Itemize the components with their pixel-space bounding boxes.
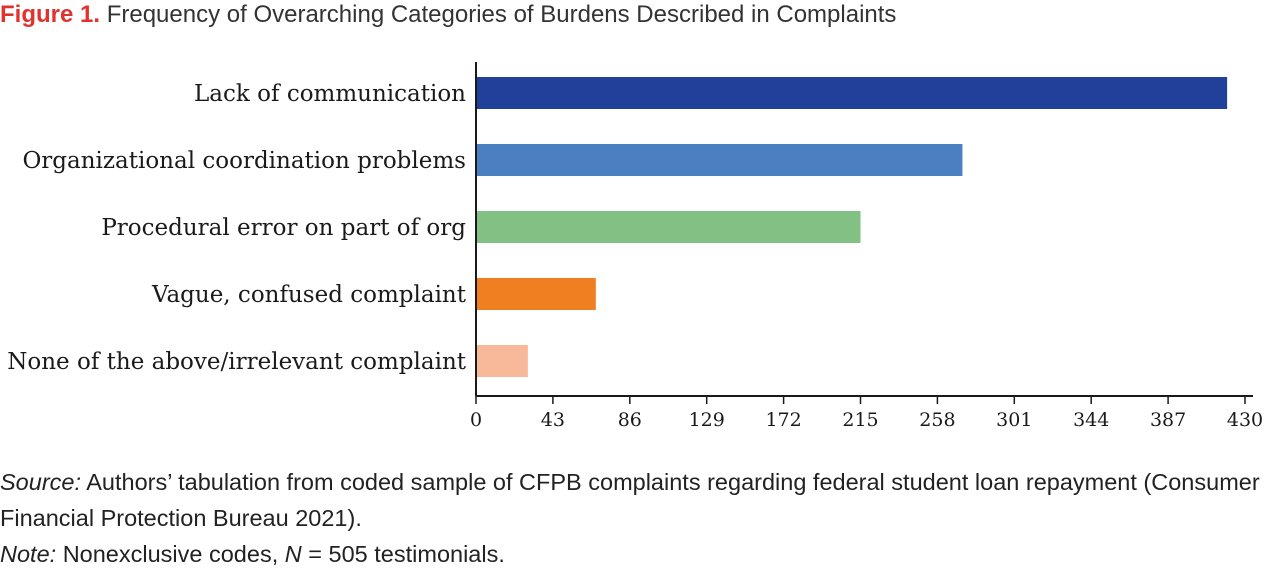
note-text-before: Nonexclusive codes, [56,541,285,567]
x-tick-label-0: 0 [470,409,482,431]
x-axis-ticks: 0 43 86 129 172 215 258 301 344 387 430 [470,396,1263,431]
category-label-4: None of the above/irrelevant complaint [7,349,466,375]
bar-1 [476,144,963,176]
figure-title: Figure 1. Frequency of Overarching Categ… [0,0,896,30]
category-labels: Lack of communication Organizational coor… [7,81,466,375]
note-label: Note: [0,541,57,567]
axes [475,62,1253,397]
bar-2 [476,211,861,243]
note: Note: Nonexclusive codes, N = 505 testim… [0,536,1280,572]
x-tick-label-10: 430 [1227,409,1263,431]
x-tick-label-4: 172 [765,409,801,431]
category-label-2: Procedural error on part of org [101,215,466,241]
category-label-3: Vague, confused complaint [151,282,467,308]
bar-3 [476,278,596,310]
category-label-0: Lack of communication [194,81,466,107]
source-label: Source: [0,469,81,495]
x-tick-label-1: 43 [541,409,565,431]
x-tick-label-9: 387 [1150,409,1186,431]
source-text: Authors’ tabulation from coded sample of… [0,469,1260,531]
bar-4 [476,345,528,377]
bar-chart: Lack of communication Organizational coor… [7,62,1263,431]
x-tick-label-5: 215 [842,409,878,431]
note-n: N [284,541,302,567]
x-tick-label-6: 258 [919,409,955,431]
bars-layer [476,77,1228,377]
figure-caption: Source: Authors’ tabulation from coded s… [0,464,1280,572]
x-tick-label-2: 86 [618,409,642,431]
x-tick-label-3: 129 [689,409,725,431]
x-tick-label-7: 301 [996,409,1032,431]
figure-title-text: Frequency of Overarching Categories of B… [106,1,897,28]
source-note: Source: Authors’ tabulation from coded s… [0,464,1280,536]
category-label-1: Organizational coordination problems [22,148,466,174]
note-text-after: = 505 testimonials. [301,541,505,567]
bar-0 [476,77,1228,109]
figure-label: Figure 1. [0,1,101,28]
x-tick-label-8: 344 [1073,409,1109,431]
